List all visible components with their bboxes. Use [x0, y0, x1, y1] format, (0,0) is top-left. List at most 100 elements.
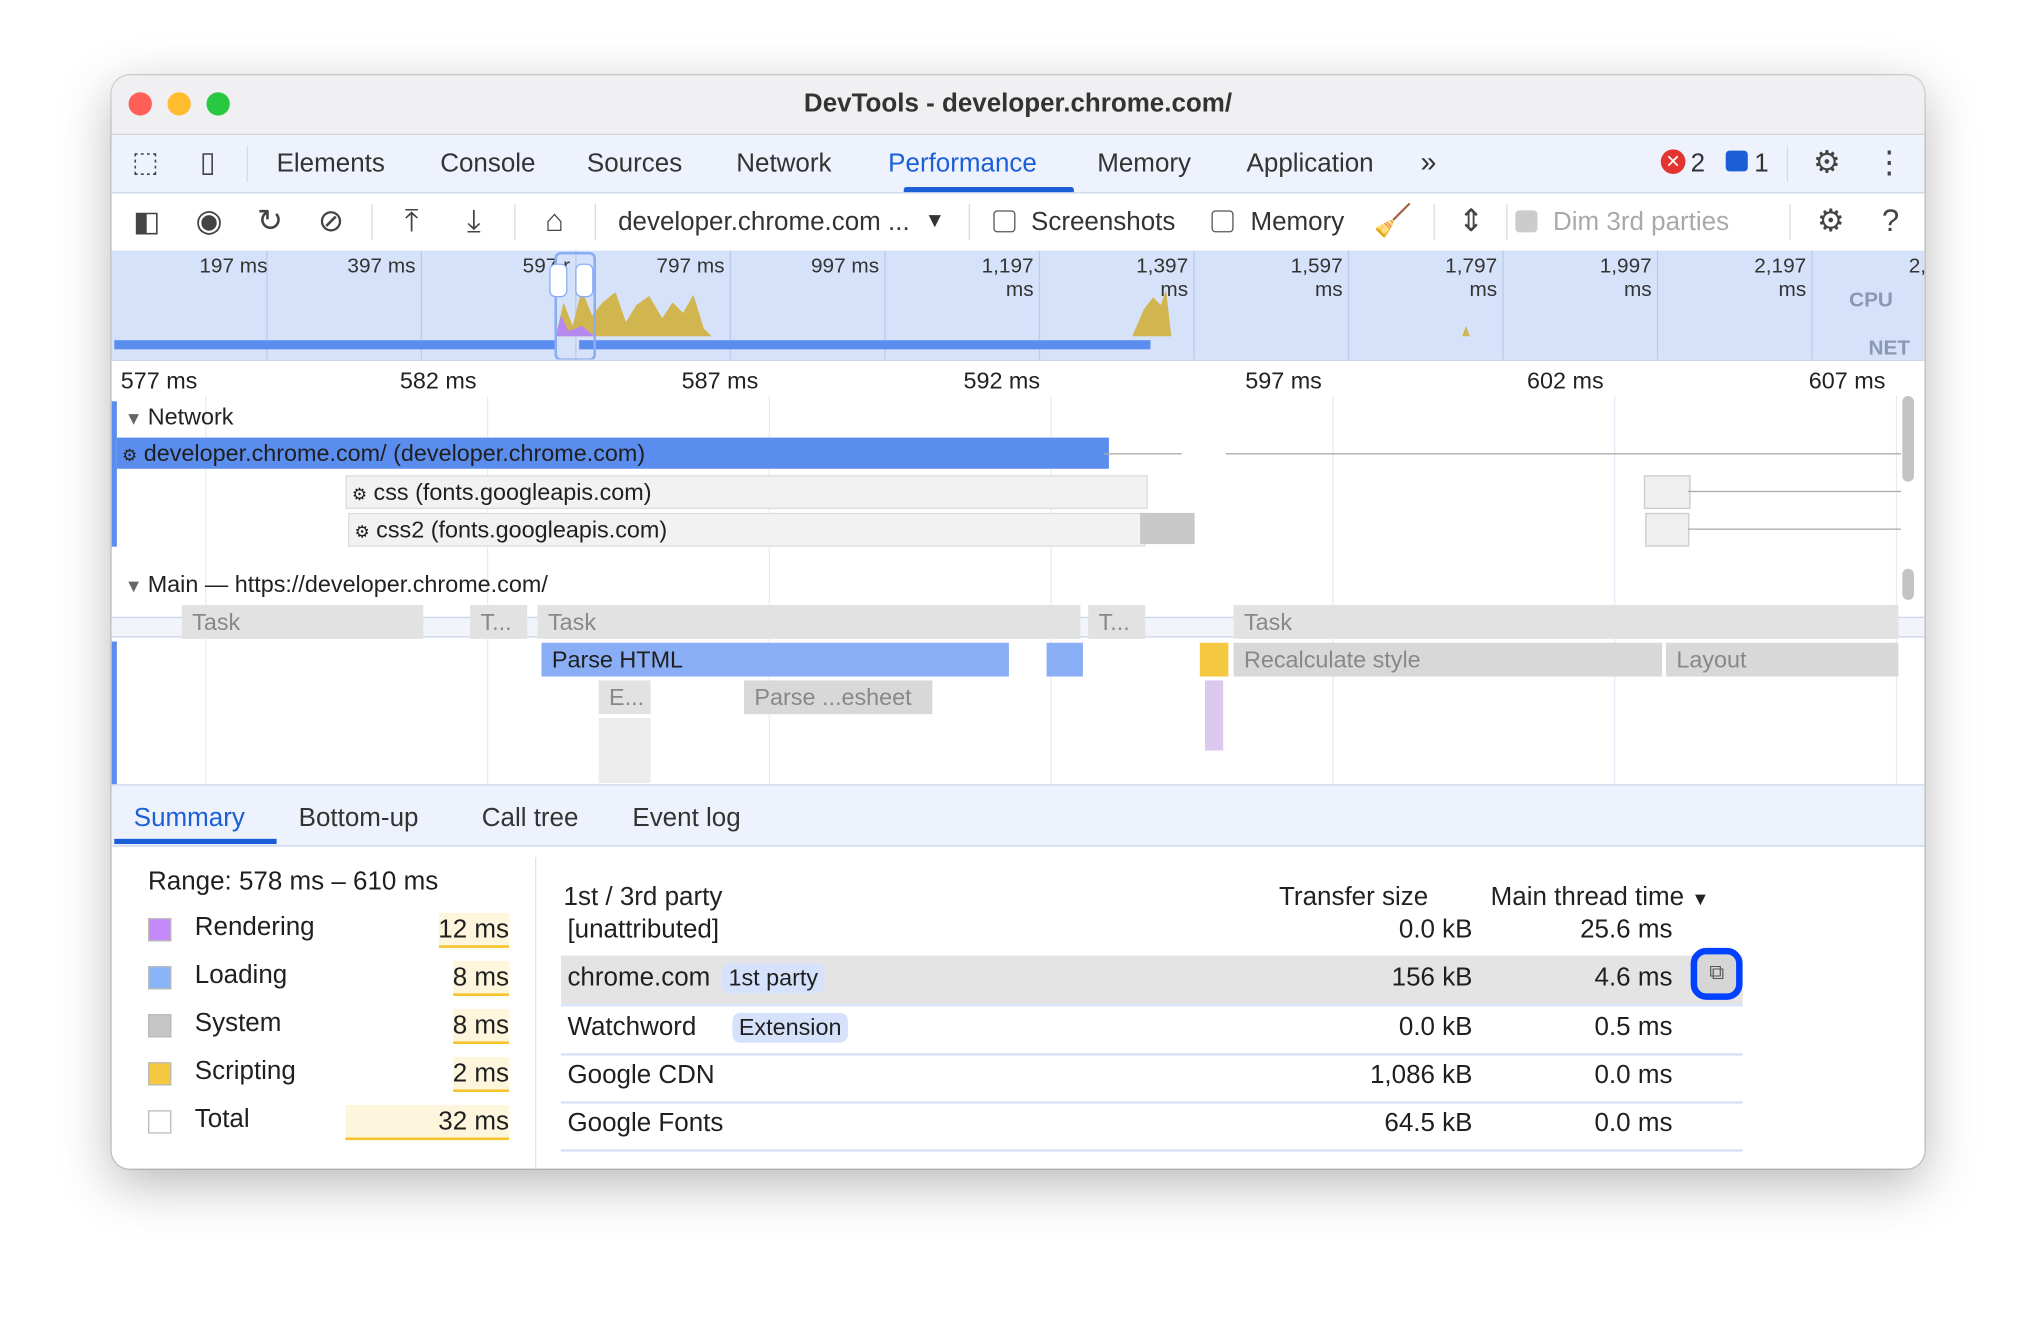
- error-icon[interactable]: ✕: [1660, 149, 1686, 174]
- capture-settings-gear-icon[interactable]: ⚙: [1816, 203, 1845, 239]
- party-row[interactable]: Google Fonts 64.5 kB 0.0 ms: [560, 1101, 1743, 1153]
- tab-performance[interactable]: Performance: [888, 149, 1037, 178]
- net-bar: [114, 340, 556, 350]
- network-track-title: Network: [147, 403, 234, 430]
- show-in-tree-hierarchy-icon[interactable]: ⧉: [1690, 948, 1743, 1001]
- overview-tick-label: 1,197 ms: [981, 255, 1034, 302]
- screenshots-label[interactable]: Screenshots: [1031, 207, 1176, 237]
- message-icon[interactable]: [1725, 150, 1748, 172]
- dim-3rd-parties-label[interactable]: Dim 3rd parties: [1553, 207, 1730, 237]
- tab-call-tree[interactable]: Call tree: [481, 803, 579, 833]
- more-options-kebab-icon[interactable]: ⋮: [1873, 145, 1905, 181]
- transfer-size: 64.5 kB: [1384, 1109, 1473, 1138]
- task-bar[interactable]: T...: [1088, 605, 1146, 639]
- main-scrollbar[interactable]: [1902, 568, 1914, 600]
- gear-icon: ⚙: [351, 484, 368, 504]
- network-scrollbar[interactable]: [1902, 396, 1914, 482]
- party-row[interactable]: Watchword Extension 0.0 kB 0.5 ms: [560, 1005, 1743, 1056]
- ruler-gridline: [1614, 396, 1616, 786]
- selection-left-handle[interactable]: [549, 263, 568, 298]
- summary-category-row: Rendering 12 ms: [148, 912, 510, 952]
- overview-tick-label: 2,397: [1908, 255, 1925, 278]
- tab-bottom-up[interactable]: Bottom-up: [298, 803, 419, 833]
- task-bar[interactable]: Task: [537, 605, 1081, 639]
- dim-3rd-parties-checkbox[interactable]: [1515, 210, 1538, 233]
- layout-bar[interactable]: Layout: [1665, 642, 1899, 677]
- party-name: Google CDN: [567, 1060, 715, 1090]
- close-window-button[interactable]: [128, 92, 152, 116]
- main-thread-time: 4.6 ms: [1594, 963, 1673, 993]
- tab-memory[interactable]: Memory: [1097, 149, 1192, 178]
- selection-window: [554, 251, 597, 360]
- error-count[interactable]: 2: [1690, 149, 1706, 178]
- party-row[interactable]: Google CDN 1,086 kB 0.0 ms: [560, 1053, 1743, 1104]
- party-column-header[interactable]: 1st / 3rd party: [563, 882, 723, 912]
- settings-gear-icon[interactable]: ⚙: [1813, 145, 1841, 181]
- recording-select[interactable]: developer.chrome.com ...: [618, 207, 910, 237]
- network-request-bar[interactable]: ⚙ developer.chrome.com/ (developer.chrom…: [116, 437, 1109, 469]
- category-swatch: [148, 918, 172, 942]
- tab-elements[interactable]: Elements: [276, 149, 385, 178]
- party-badge: Extension: [732, 1012, 849, 1043]
- selection-right-handle[interactable]: [575, 263, 594, 298]
- home-icon[interactable]: ⌂: [545, 203, 564, 239]
- tab-event-log[interactable]: Event log: [632, 803, 741, 833]
- task-bar[interactable]: T...: [470, 605, 528, 639]
- window-title: DevTools - developer.chrome.com/: [803, 89, 1233, 119]
- tab-network[interactable]: Network: [736, 149, 832, 178]
- tab-sources[interactable]: Sources: [586, 149, 683, 178]
- event-bar[interactable]: E...: [598, 680, 651, 715]
- main-track-header[interactable]: ▼ Main — https://developer.chrome.com/: [125, 571, 548, 598]
- record-icon[interactable]: ◉: [195, 203, 223, 239]
- request-label: developer.chrome.com/ (developer.chrome.…: [143, 440, 646, 467]
- dropdown-triangle-icon[interactable]: ▼: [924, 210, 946, 233]
- party-row[interactable]: [unattributed] 0.0 kB 25.6 ms: [560, 908, 1743, 959]
- overview-gridline: [1811, 250, 1813, 360]
- network-request-bar[interactable]: ⚙ css2 (fonts.googleapis.com): [347, 512, 1146, 547]
- transfer-size: 156 kB: [1391, 963, 1473, 993]
- collapse-tracks-icon[interactable]: ⇕: [1458, 203, 1485, 239]
- more-tabs-chevron-double-right-icon[interactable]: »: [1420, 145, 1437, 178]
- overview-gridline: [1502, 250, 1504, 360]
- tab-summary[interactable]: Summary: [133, 803, 245, 833]
- task-bar[interactable]: Task: [1233, 605, 1899, 639]
- memory-checkbox[interactable]: [1211, 210, 1234, 233]
- main-thread-time-column-header[interactable]: Main thread time ▼: [1491, 883, 1710, 913]
- category-label: System: [194, 1008, 282, 1038]
- parse-html-bar[interactable]: Parse HTML: [541, 642, 1009, 677]
- summary-range: Range: 578 ms – 610 ms: [148, 867, 439, 896]
- device-toolbar-icon[interactable]: ▯: [199, 145, 216, 178]
- category-value: 32 ms: [345, 1105, 510, 1141]
- minimize-window-button[interactable]: [167, 92, 191, 116]
- transfer-size: 0.0 kB: [1398, 915, 1473, 945]
- screenshots-checkbox[interactable]: [993, 210, 1016, 233]
- details-tab-bar: Summary Bottom-up Call tree Event log: [111, 784, 1925, 847]
- timeline-overview[interactable]: 197 ms 397 ms 597 r 797 ms 997 ms 1,197 ms 1,3…: [111, 250, 1925, 360]
- download-profile-icon[interactable]: ⤓: [467, 203, 481, 239]
- inspect-element-icon[interactable]: ⬚: [131, 145, 159, 178]
- memory-label[interactable]: Memory: [1250, 207, 1345, 237]
- party-row[interactable]: chrome.com 1st party 156 kB 4.6 ms ⧉: [560, 948, 1743, 1007]
- devtools-window: DevTools - developer.chrome.com/ ⬚ ▯ Ele…: [111, 75, 1925, 1169]
- ruler-tick-label: 602 ms: [1526, 367, 1604, 394]
- help-icon[interactable]: ?: [1881, 203, 1900, 239]
- parse-stylesheet-bar[interactable]: Parse ...esheet: [744, 680, 933, 715]
- tab-application[interactable]: Application: [1246, 149, 1374, 178]
- main-thread-track: [111, 636, 1925, 785]
- message-count[interactable]: 1: [1754, 149, 1769, 178]
- recalculate-style-bar[interactable]: Recalculate style: [1233, 642, 1663, 677]
- toggle-sidebar-icon[interactable]: ◧: [133, 205, 161, 238]
- network-request-bar[interactable]: ⚙ css (fonts.googleapis.com): [345, 475, 1148, 510]
- network-track-header[interactable]: ▼ Network: [125, 404, 234, 431]
- reload-record-icon[interactable]: ↻: [257, 203, 284, 239]
- tab-console[interactable]: Console: [440, 149, 536, 178]
- upload-profile-icon[interactable]: ⤒: [404, 203, 419, 239]
- task-bar[interactable]: Task: [181, 605, 424, 639]
- transfer-size-column-header[interactable]: Transfer size: [1279, 882, 1429, 912]
- clear-icon[interactable]: ⊘: [318, 203, 345, 239]
- zoom-window-button[interactable]: [206, 92, 230, 116]
- ruler-tick-label: 577 ms: [120, 367, 198, 394]
- garbage-collect-broom-icon[interactable]: 🧹: [1373, 203, 1413, 239]
- scripting-bar[interactable]: [1199, 642, 1229, 677]
- cpu-scripting-area: [1132, 289, 1172, 337]
